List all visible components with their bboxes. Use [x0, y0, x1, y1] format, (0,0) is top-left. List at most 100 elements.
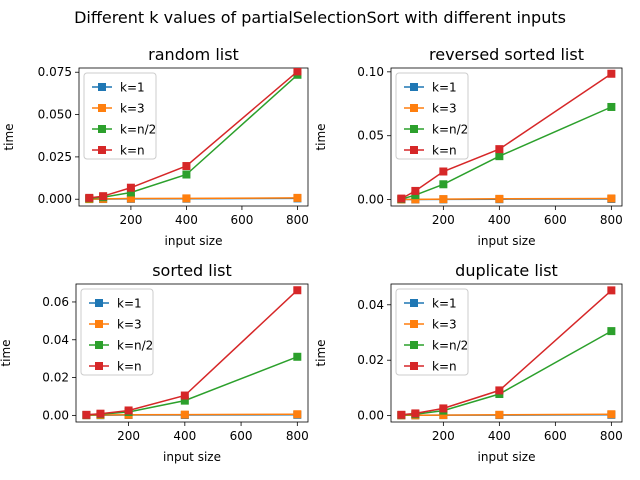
x-axis-label: input size — [478, 234, 536, 248]
legend: k=1 k=3 k=n/2 k=n — [83, 72, 157, 160]
legend-label: k=n/2 — [432, 123, 468, 137]
legend-marker — [95, 362, 103, 370]
legend-marker — [410, 125, 418, 133]
x-tick-label: 600 — [230, 213, 253, 227]
subplot-title: duplicate list — [455, 261, 558, 280]
legend-marker — [98, 146, 106, 154]
subplot-0: random list 200 400 600 800 0.000 0.025 0.050 0.… — [2, 45, 309, 248]
legend-label: k=n — [432, 360, 457, 374]
x-tick-label: 600 — [544, 429, 567, 443]
legend-box — [80, 288, 154, 376]
x-tick-label: 200 — [432, 429, 455, 443]
data-point-k-n — [397, 194, 406, 203]
legend-label: k=n/2 — [117, 339, 153, 353]
y-tick-label: 0.075 — [38, 65, 72, 79]
legend-label: k=3 — [117, 318, 142, 332]
legend-label: k=n/2 — [120, 123, 156, 137]
x-tick-label: 800 — [600, 213, 623, 227]
data-point-k-3 — [182, 194, 191, 203]
figure-title: Different k values of partialSelectionSo… — [74, 8, 566, 27]
x-tick-label: 400 — [173, 429, 196, 443]
data-point-k-n — [293, 68, 302, 76]
data-point-k-n — [439, 404, 448, 413]
legend-box — [395, 288, 469, 376]
data-point-k-3 — [607, 410, 616, 419]
data-point-k-3 — [293, 410, 302, 419]
y-tick-label: 0.02 — [42, 371, 69, 385]
legend-marker — [98, 125, 106, 133]
series-line-k-3 — [86, 413, 298, 416]
y-tick-label: 0.02 — [357, 353, 384, 367]
y-tick-label: 0.05 — [357, 129, 384, 143]
subplot-title: reversed sorted list — [429, 45, 584, 64]
legend-box — [83, 72, 157, 160]
legend-label: k=n — [117, 360, 142, 374]
y-tick-label: 0.000 — [38, 192, 72, 206]
subplot-3: duplicate list 200 400 600 800 0.00 0.02 0.04 in… — [314, 261, 623, 464]
legend-label: k=3 — [432, 318, 457, 332]
x-tick-label: 600 — [544, 213, 567, 227]
data-point-k-3 — [411, 195, 420, 204]
data-point-k-3 — [439, 195, 448, 204]
data-point-k-n — [411, 186, 420, 195]
data-point-k-3 — [180, 410, 189, 419]
y-axis-label: time — [2, 123, 16, 150]
y-tick-label: 0.00 — [357, 193, 384, 207]
legend-marker — [410, 83, 418, 91]
x-tick-label: 400 — [488, 429, 511, 443]
x-tick-label: 600 — [230, 429, 253, 443]
x-axis-label: input size — [478, 450, 536, 464]
subplot-2: sorted list 200 400 600 800 0.00 0.02 0.04 0.06 i… — [0, 261, 309, 464]
legend: k=1 k=3 k=n/2 k=n — [395, 72, 469, 160]
data-point-k-n-2 — [607, 102, 616, 111]
legend-label: k=n — [120, 144, 145, 158]
legend-marker — [98, 104, 106, 112]
legend-label: k=1 — [432, 81, 457, 95]
data-point-k-n — [82, 410, 91, 419]
data-point-k-n — [495, 386, 504, 395]
data-point-k-n — [495, 145, 504, 154]
legend-marker — [95, 341, 103, 349]
data-point-k-n — [126, 183, 135, 192]
x-tick-label: 800 — [286, 429, 309, 443]
x-tick-label: 800 — [600, 429, 623, 443]
legend-label: k=1 — [117, 297, 142, 311]
x-tick-label: 800 — [286, 213, 309, 227]
y-tick-label: 0.10 — [357, 65, 384, 79]
legend-marker — [410, 299, 418, 307]
legend-marker — [410, 104, 418, 112]
data-point-k-n — [182, 162, 191, 171]
data-point-k-3 — [495, 194, 504, 203]
subplot-1: reversed sorted list 200 400 600 800 0.00 0.05… — [314, 45, 623, 248]
data-point-k-n — [607, 69, 616, 78]
data-point-k-n — [397, 410, 406, 419]
y-tick-label: 0.025 — [38, 150, 72, 164]
data-point-k-3 — [293, 193, 302, 202]
subplot-title: sorted list — [152, 261, 232, 280]
data-point-k-n-2 — [126, 188, 135, 197]
y-axis-label: time — [314, 123, 328, 150]
data-point-k-n — [293, 286, 302, 295]
data-point-k-n-2 — [293, 352, 302, 361]
x-axis-label: input size — [165, 234, 223, 248]
legend-label: k=3 — [432, 102, 457, 116]
legend-box — [395, 72, 469, 160]
data-point-k-n — [411, 409, 420, 418]
data-point-k-n — [180, 391, 189, 400]
subplot-title: random list — [148, 45, 239, 64]
legend-label: k=3 — [120, 102, 145, 116]
x-tick-label: 200 — [432, 213, 455, 227]
data-point-k-n-2 — [182, 170, 191, 179]
y-axis-label: time — [314, 339, 328, 366]
legend-marker — [410, 341, 418, 349]
data-point-k-n-2 — [411, 191, 420, 200]
x-tick-label: 400 — [175, 213, 198, 227]
legend-label: k=n/2 — [432, 339, 468, 353]
y-tick-label: 0.06 — [42, 295, 69, 309]
data-point-k-n — [607, 286, 616, 295]
data-point-k-3 — [439, 411, 448, 420]
legend-label: k=n — [432, 144, 457, 158]
legend-label: k=1 — [432, 297, 457, 311]
x-tick-label: 200 — [117, 429, 140, 443]
